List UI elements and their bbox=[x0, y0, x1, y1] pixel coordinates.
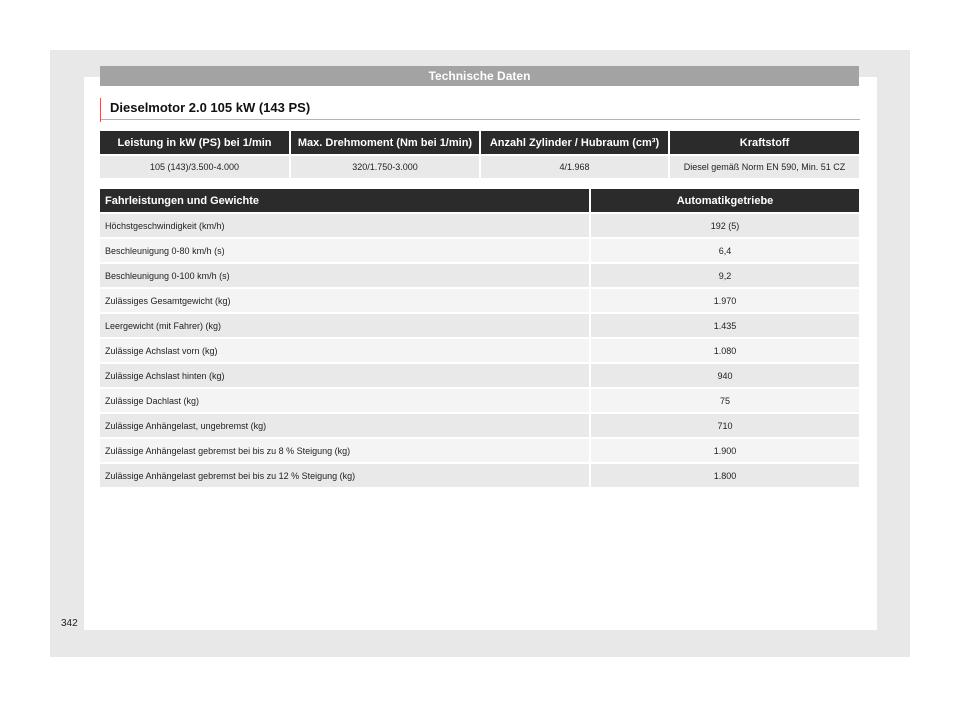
row-label: Zulässige Anhängelast, ungebremst (kg) bbox=[100, 412, 591, 438]
row-label: Beschleunigung 0-80 km/h (s) bbox=[100, 237, 591, 263]
section-header: Technische Daten bbox=[100, 66, 859, 86]
engine-cell: Diesel gemäß Norm EN 590, Min. 51 CZ bbox=[669, 154, 859, 178]
table-row: Beschleunigung 0-80 km/h (s) 6,4 bbox=[100, 237, 859, 263]
engine-table: Leistung in kW (PS) bei 1/min Max. Drehm… bbox=[100, 131, 859, 178]
engine-header-cell: Anzahl Zylinder / Hubraum (cm³) bbox=[480, 131, 670, 155]
table-row: Leergewicht (mit Fahrer) (kg) 1.435 bbox=[100, 312, 859, 338]
title-divider bbox=[101, 119, 860, 120]
row-value: 710 bbox=[590, 412, 859, 438]
engine-table-header-row: Leistung in kW (PS) bei 1/min Max. Drehm… bbox=[100, 131, 859, 155]
row-label: Zulässige Achslast hinten (kg) bbox=[100, 362, 591, 388]
engine-cell: 320/1.750-3.000 bbox=[290, 154, 481, 178]
engine-header-cell: Leistung in kW (PS) bei 1/min bbox=[100, 131, 291, 155]
row-value: 6,4 bbox=[590, 237, 859, 263]
page-number: 342 bbox=[61, 618, 78, 629]
row-value: 1.900 bbox=[590, 437, 859, 463]
engine-cell: 105 (143)/3.500-4.000 bbox=[100, 154, 291, 178]
page-title-text: Dieselmotor 2.0 105 kW (143 PS) bbox=[110, 100, 311, 115]
table-row: Zulässige Anhängelast gebremst bei bis z… bbox=[100, 437, 859, 463]
row-value: 75 bbox=[590, 387, 859, 413]
performance-table: Fahrleistungen und Gewichte Automatikget… bbox=[100, 189, 859, 487]
table-row: Höchstgeschwindigkeit (km/h) 192 (5) bbox=[100, 212, 859, 238]
table-row: Zulässige Dachlast (kg) 75 bbox=[100, 387, 859, 413]
engine-header-cell: Max. Drehmoment (Nm bei 1/min) bbox=[290, 131, 481, 155]
engine-cell: 4/1.968 bbox=[480, 154, 670, 178]
row-value: 1.970 bbox=[590, 287, 859, 313]
performance-table-header-row: Fahrleistungen und Gewichte Automatikget… bbox=[100, 189, 859, 213]
performance-header-label: Fahrleistungen und Gewichte bbox=[100, 189, 591, 213]
row-value: 1.800 bbox=[590, 462, 859, 487]
table-row: Zulässige Anhängelast, ungebremst (kg) 7… bbox=[100, 412, 859, 438]
row-value: 192 (5) bbox=[590, 212, 859, 238]
table-row: Zulässige Achslast hinten (kg) 940 bbox=[100, 362, 859, 388]
row-value: 1.435 bbox=[590, 312, 859, 338]
engine-table-row: 105 (143)/3.500-4.000 320/1.750-3.000 4/… bbox=[100, 154, 859, 178]
row-label: Leergewicht (mit Fahrer) (kg) bbox=[100, 312, 591, 338]
row-label: Zulässige Dachlast (kg) bbox=[100, 387, 591, 413]
row-value: 940 bbox=[590, 362, 859, 388]
row-value: 1.080 bbox=[590, 337, 859, 363]
row-label: Höchstgeschwindigkeit (km/h) bbox=[100, 212, 591, 238]
row-label: Zulässiges Gesamtgewicht (kg) bbox=[100, 287, 591, 313]
performance-header-value: Automatikgetriebe bbox=[590, 189, 859, 213]
row-label: Zulässige Achslast vorn (kg) bbox=[100, 337, 591, 363]
row-label: Beschleunigung 0-100 km/h (s) bbox=[100, 262, 591, 288]
table-row: Zulässige Achslast vorn (kg) 1.080 bbox=[100, 337, 859, 363]
row-value: 9,2 bbox=[590, 262, 859, 288]
table-row: Zulässiges Gesamtgewicht (kg) 1.970 bbox=[100, 287, 859, 313]
table-row: Beschleunigung 0-100 km/h (s) 9,2 bbox=[100, 262, 859, 288]
table-row: Zulässige Anhängelast gebremst bei bis z… bbox=[100, 462, 859, 487]
engine-header-cell: Kraftstoff bbox=[669, 131, 859, 155]
page-title: Dieselmotor 2.0 105 kW (143 PS) bbox=[100, 98, 860, 122]
row-label: Zulässige Anhängelast gebremst bei bis z… bbox=[100, 437, 591, 463]
row-label: Zulässige Anhängelast gebremst bei bis z… bbox=[100, 462, 591, 487]
